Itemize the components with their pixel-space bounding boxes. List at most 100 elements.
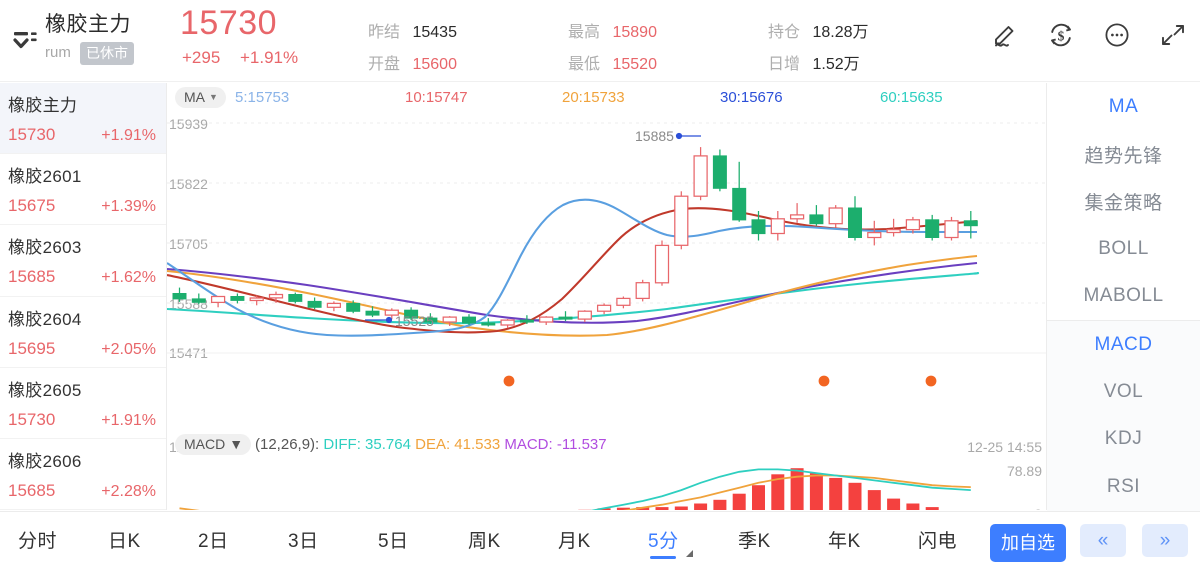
ma-chip-label: MA [184, 89, 205, 105]
tab-daily[interactable]: 日K [108, 531, 141, 552]
contract-values: 15695 +2.05% [8, 339, 156, 359]
low-price-marker: 15525 [365, 313, 434, 329]
add-watchlist-button[interactable]: 加自选 [990, 524, 1066, 562]
macd-macd: MACD: -11.537 [504, 436, 607, 453]
stat-label: 昨结 [368, 24, 401, 41]
indicator-vol[interactable]: VOL [1103, 381, 1144, 403]
contract-switch-icon[interactable] [8, 22, 42, 58]
tab-5min[interactable]: 5分 [648, 531, 679, 552]
contract-name: 橡胶2605 [8, 380, 82, 400]
tab-intraday[interactable]: 分时 [18, 531, 58, 552]
indicator-rsi[interactable]: RSI [1106, 475, 1141, 497]
contract-percent: +2.05% [101, 340, 156, 358]
price-axis-tick: 15939 [169, 116, 208, 132]
contract-name: 橡胶2606 [8, 451, 82, 471]
indicator-kdj[interactable]: KDJ [1104, 428, 1143, 450]
tab-monthly[interactable]: 月K [558, 531, 591, 552]
stat-value: 15435 [412, 24, 457, 41]
price-change: +295 [182, 48, 221, 67]
tab-5min-expand-icon[interactable] [686, 550, 693, 557]
macd-params: (12,26,9): [255, 436, 320, 453]
stat-prev-settle: 昨结 15435 [368, 18, 457, 42]
signal-dots [503, 375, 937, 387]
tab-quarterly[interactable]: 季K [738, 531, 771, 552]
quote-header: 橡胶主力 rum 已休市 15730 +295 +1.91% 昨结 15435 … [0, 0, 1200, 82]
list-item[interactable]: 橡胶2605 15730 +1.91% [0, 368, 166, 439]
contract-price: 15685 [8, 480, 56, 500]
candlestick-chart[interactable]: 15885 15525 [167, 113, 1046, 428]
indicator-maboll[interactable]: MABOLL [1083, 285, 1164, 307]
chevron-double-right-icon[interactable]: » [1142, 524, 1188, 557]
candle-series [172, 147, 978, 328]
contract-price: 15730 [8, 125, 56, 144]
contract-values: 15685 +2.28% [8, 481, 156, 501]
macd-chart[interactable] [167, 457, 1046, 510]
draw-pen-icon[interactable] [990, 20, 1020, 50]
last-price: 15730 [180, 4, 278, 42]
contract-price: 15695 [8, 338, 56, 358]
stat-low: 最低 15520 [568, 50, 657, 74]
tab-3day[interactable]: 3日 [288, 531, 319, 552]
list-item[interactable]: 橡胶2601 15675 +1.39% [0, 154, 166, 226]
macd-chip-label: MACD [184, 436, 226, 452]
instrument-code: rum [45, 44, 71, 61]
tab-5day[interactable]: 5日 [378, 531, 409, 552]
more-circle-icon[interactable] [1102, 20, 1132, 50]
high-price-marker: 15885 [635, 128, 701, 144]
stat-value: 1.52万 [812, 56, 860, 73]
list-item[interactable]: 橡胶2604 15695 +2.05% [0, 297, 166, 368]
ma-value-20: 20:15733 [562, 89, 625, 106]
price-axis-tick: 15822 [169, 176, 208, 192]
macd-dea: DEA: 41.533 [415, 436, 501, 453]
ma-indicator-chip[interactable]: MA ▼ [175, 87, 226, 108]
indicator-macd[interactable]: MACD [1094, 333, 1153, 355]
currency-exchange-icon[interactable]: $ [1046, 20, 1076, 50]
stat-label: 最高 [568, 24, 601, 41]
tab-2day[interactable]: 2日 [198, 531, 229, 552]
indicator-panel: MA 趋势先锋 集金策略 BOLL MABOLL MACD VOL KDJ RS… [1046, 83, 1200, 511]
macd-indicator-chip[interactable]: MACD ▼ [175, 434, 252, 455]
tab-lightning[interactable]: 闪电 [918, 531, 958, 552]
ma-legend: MA ▼ 5:15753 10:15747 20:15733 30:15676 … [167, 83, 1046, 113]
macd-diff-line [590, 468, 971, 510]
list-item[interactable]: 橡胶2606 15685 +2.28% [0, 439, 166, 510]
tab-yearly[interactable]: 年K [828, 531, 861, 552]
ma5-line [167, 198, 977, 337]
contract-name: 橡胶2603 [8, 238, 82, 258]
stat-value: 15890 [612, 24, 657, 41]
chevron-double-left-icon[interactable]: « [1080, 524, 1126, 557]
indicator-boll[interactable]: BOLL [1098, 237, 1149, 259]
stat-label: 最低 [568, 56, 601, 73]
macd-axis-tick: 0 [1034, 506, 1042, 510]
stat-value: 18.28万 [812, 24, 869, 41]
ma-value-10: 10:15747 [405, 89, 468, 106]
list-item[interactable]: 橡胶主力 15730 +1.91% [0, 83, 166, 155]
indicator-gold[interactable]: 集金策略 [1084, 192, 1163, 214]
indicator-ma[interactable]: MA [1108, 95, 1139, 117]
stat-label: 持仓 [768, 24, 801, 41]
contract-price: 15730 [8, 409, 56, 429]
ma20-line [167, 254, 978, 337]
indicator-group-sub: MACD VOL KDJ RSI [1047, 319, 1200, 511]
chart-container[interactable]: MA ▼ 5:15753 10:15747 20:15733 30:15676 … [167, 83, 1046, 510]
contract-list-sidebar[interactable]: 橡胶主力 15730 +1.91% 橡胶2601 15675 +1.39% 橡胶… [0, 83, 167, 510]
collapse-arrows-icon[interactable] [1158, 20, 1188, 50]
macd-histogram [578, 468, 939, 510]
tab-weekly[interactable]: 周K [468, 531, 501, 552]
ma60-line [167, 271, 980, 325]
stat-label: 开盘 [368, 56, 401, 73]
contract-name: 橡胶2601 [8, 167, 82, 187]
ma-value-30: 30:15676 [720, 89, 783, 106]
stat-daily-increase: 日增 1.52万 [768, 50, 860, 74]
stat-label: 日增 [768, 56, 801, 73]
ma-lines [167, 198, 980, 337]
list-item[interactable]: 橡胶2603 15685 +1.62% [0, 225, 166, 297]
indicator-trend[interactable]: 趋势先锋 [1084, 145, 1163, 167]
contract-percent: +2.28% [101, 482, 156, 500]
contract-values: 15685 +1.62% [8, 267, 156, 287]
contract-price: 15685 [8, 267, 56, 287]
svg-text:$: $ [1058, 29, 1065, 44]
stat-value: 15600 [412, 56, 457, 73]
price-change-percent: +1.91% [240, 48, 299, 67]
